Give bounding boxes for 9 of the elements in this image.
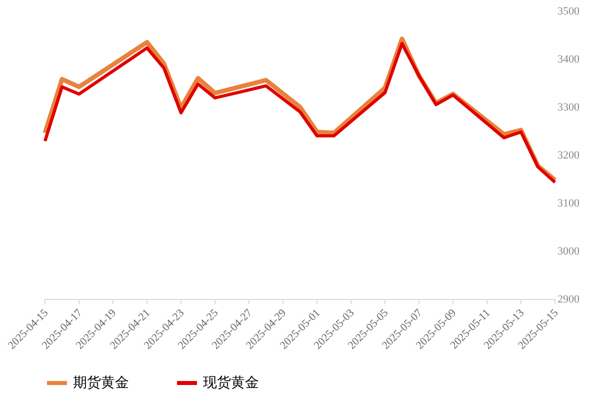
legend-label: 期货黄金	[73, 375, 129, 391]
y-tick-label: 3000	[558, 246, 580, 258]
y-tick-label: 2900	[558, 294, 580, 306]
y-tick-label: 3400	[558, 54, 580, 66]
legend-label: 现货黄金	[203, 375, 259, 391]
y-tick-label: 3300	[558, 102, 580, 114]
y-tick-label: 3500	[558, 6, 580, 18]
y-tick-label: 3200	[558, 150, 580, 162]
y-tick-label: 3100	[558, 198, 580, 210]
